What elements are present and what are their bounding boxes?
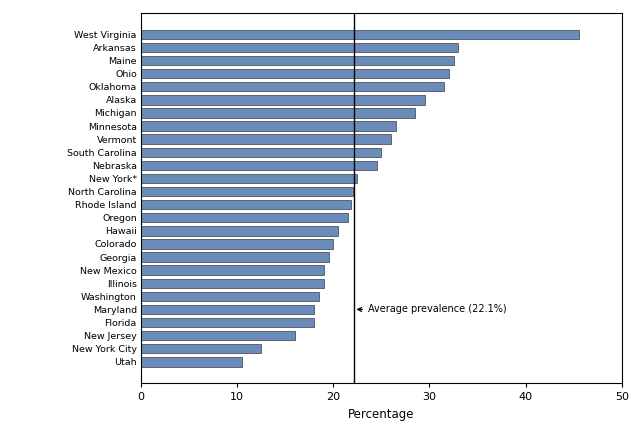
Bar xyxy=(141,30,579,39)
X-axis label: Percentage: Percentage xyxy=(348,408,415,421)
Bar xyxy=(141,265,324,275)
Bar xyxy=(141,108,415,118)
Bar xyxy=(141,344,262,354)
Bar xyxy=(141,318,314,327)
Bar xyxy=(141,239,333,249)
Bar xyxy=(141,357,242,366)
Text: Average prevalence (22.1%): Average prevalence (22.1%) xyxy=(358,305,506,314)
Bar xyxy=(141,69,449,78)
Bar xyxy=(141,82,444,92)
Bar xyxy=(141,200,351,209)
Bar xyxy=(141,331,295,340)
Bar xyxy=(141,292,319,301)
Bar xyxy=(141,226,338,236)
Bar xyxy=(141,174,358,183)
Bar xyxy=(141,121,396,131)
Bar xyxy=(141,43,458,52)
Bar xyxy=(141,213,347,222)
Bar xyxy=(141,305,314,314)
Bar xyxy=(141,95,425,104)
Bar xyxy=(141,187,353,196)
Bar xyxy=(141,161,377,170)
Bar xyxy=(141,279,324,288)
Bar xyxy=(141,252,329,262)
Bar xyxy=(141,56,454,65)
Bar xyxy=(141,147,381,157)
Bar xyxy=(141,135,391,144)
